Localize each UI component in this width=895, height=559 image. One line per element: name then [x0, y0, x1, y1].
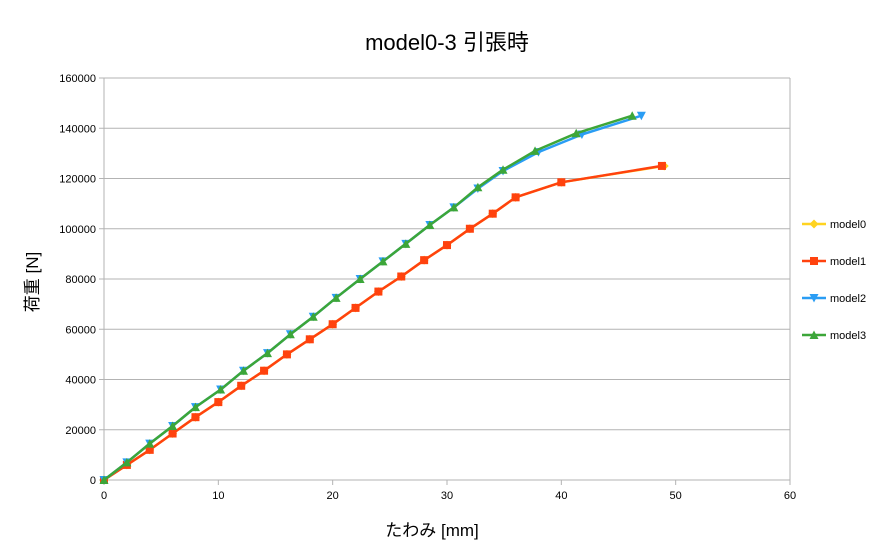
data-point	[262, 348, 272, 358]
data-point	[449, 202, 459, 212]
data-point	[557, 178, 566, 187]
y-tick-label: 20000	[65, 425, 96, 437]
legend-label: model0	[830, 219, 866, 231]
data-point	[99, 475, 109, 484]
y-tick-label: 80000	[65, 274, 96, 286]
data-point	[328, 320, 337, 329]
legend-swatch-marker	[809, 294, 819, 303]
legend-item-model0: model0	[802, 219, 866, 231]
legend-swatch-marker	[810, 257, 818, 265]
data-point	[168, 421, 178, 430]
data-point	[355, 274, 365, 283]
legend: model0 model1 model2 model3	[802, 219, 866, 342]
data-point	[530, 146, 540, 155]
data-point	[488, 209, 497, 218]
data-point	[401, 239, 411, 248]
data-point	[636, 111, 646, 121]
legend-label: model2	[830, 293, 866, 305]
data-point	[191, 413, 200, 422]
data-point	[145, 439, 155, 448]
data-point	[511, 193, 520, 202]
data-point	[308, 312, 318, 321]
data-point	[374, 287, 383, 296]
legend-item-model1: model1	[802, 256, 866, 268]
x-axis-title: たわみ [mm]	[385, 521, 479, 540]
legend-swatch-marker	[809, 219, 819, 229]
data-point	[145, 445, 154, 454]
y-tick-label: 140000	[59, 123, 96, 135]
data-point	[305, 335, 314, 344]
data-point	[190, 402, 200, 412]
x-tick-label: 50	[670, 490, 682, 502]
x-tick-label: 10	[212, 490, 224, 502]
y-tick-label: 40000	[65, 375, 96, 387]
data-point	[627, 111, 637, 120]
x-tick-label: 40	[555, 490, 567, 502]
y-tick-label: 0	[90, 475, 96, 487]
legend-swatch-marker	[809, 330, 819, 339]
y-axis-title: 荷重 [N]	[23, 252, 42, 312]
data-point	[122, 457, 132, 467]
x-tick-label: 30	[441, 490, 453, 502]
data-point	[443, 241, 451, 250]
legend-label: model1	[830, 256, 866, 268]
data-point	[260, 366, 269, 375]
series-lines	[99, 111, 669, 485]
data-point	[378, 256, 388, 266]
chart-title: model0-3 引張時	[365, 30, 529, 55]
data-point	[168, 429, 177, 438]
axes: 0 20000 40000 60000 80000 100000 120000 140000 1…	[59, 73, 796, 502]
data-point	[571, 128, 581, 138]
data-point	[397, 272, 406, 281]
series-model3	[99, 111, 637, 484]
x-tick-label: 0	[101, 490, 107, 502]
data-point	[238, 366, 248, 375]
data-point	[351, 303, 360, 312]
data-point	[285, 329, 295, 339]
legend-label: model3	[830, 330, 866, 342]
x-tick-label: 20	[327, 490, 339, 502]
data-point	[282, 350, 291, 359]
data-point	[214, 398, 223, 407]
data-point	[465, 224, 474, 233]
data-point	[498, 165, 508, 174]
data-point	[657, 161, 666, 170]
data-point	[237, 381, 246, 390]
y-tick-label: 160000	[59, 73, 96, 85]
data-point	[420, 256, 429, 265]
y-tick-label: 100000	[59, 224, 96, 236]
data-point	[331, 293, 341, 302]
data-point	[425, 220, 435, 229]
legend-item-model2: model2	[802, 293, 866, 305]
y-tick-label: 120000	[59, 174, 96, 186]
data-point	[473, 182, 483, 192]
y-tick-label: 60000	[65, 324, 96, 336]
x-tick-label: 60	[784, 490, 796, 502]
data-point	[216, 385, 226, 394]
legend-item-model3: model3	[802, 330, 866, 342]
